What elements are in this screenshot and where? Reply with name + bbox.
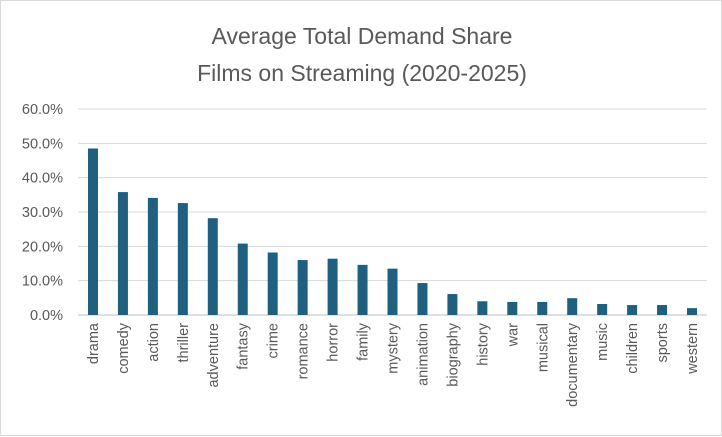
x-category-label: romance — [296, 323, 312, 379]
bar-history — [477, 301, 488, 315]
bar-action — [147, 197, 158, 315]
y-tick-label: 10.0% — [22, 274, 63, 290]
bar-documentary — [567, 298, 578, 315]
x-category-label: animation — [415, 323, 431, 386]
x-category-label: war — [505, 323, 521, 348]
x-category-label: history — [475, 322, 491, 365]
bar-comedy — [117, 192, 128, 315]
y-tick-label: 40.0% — [22, 171, 63, 187]
x-category-label: adventure — [206, 323, 222, 388]
y-tick-label: 30.0% — [22, 205, 63, 221]
bar-romance — [297, 260, 308, 315]
bar-children — [627, 305, 638, 315]
bar-horror — [327, 258, 338, 315]
bar-family — [357, 264, 368, 315]
x-category-label: documentary — [565, 322, 581, 407]
y-tick-label: 50.0% — [22, 136, 63, 152]
x-category-label: children — [625, 323, 641, 374]
bar-musical — [537, 301, 548, 315]
bar-war — [507, 301, 518, 315]
x-category-label: musical — [535, 323, 551, 372]
x-category-label: horror — [326, 323, 342, 362]
bar-mystery — [387, 268, 398, 315]
x-category-label: music — [595, 323, 611, 361]
bar-biography — [447, 294, 458, 315]
bar-animation — [417, 283, 428, 315]
x-category-label: family — [356, 322, 372, 361]
bar-fantasy — [237, 243, 248, 315]
bar-western — [687, 308, 698, 315]
x-category-label: action — [146, 323, 162, 362]
x-category-label: sports — [655, 323, 671, 363]
x-category-label: comedy — [116, 322, 132, 374]
y-tick-label: 60.0% — [22, 102, 63, 118]
x-category-label: crime — [266, 323, 282, 358]
bar-sports — [657, 305, 668, 315]
bar-crime — [267, 252, 278, 315]
x-category-label: biography — [445, 322, 461, 386]
y-tick-label: 20.0% — [22, 239, 63, 255]
x-category-label: mystery — [386, 322, 402, 374]
chart-title-line1: Average Total Demand Share — [212, 23, 513, 49]
x-category-label: western — [685, 323, 701, 375]
x-category-label: drama — [86, 322, 102, 364]
chart-title-line2: Films on Streaming (2020-2025) — [197, 60, 527, 86]
bar-drama — [87, 148, 98, 315]
x-category-label: fantasy — [236, 322, 252, 369]
bar-thriller — [177, 203, 188, 315]
bar-music — [597, 304, 608, 315]
bar-adventure — [207, 218, 218, 315]
y-tick-label: 0.0% — [30, 308, 63, 324]
x-category-label: thriller — [176, 323, 192, 363]
